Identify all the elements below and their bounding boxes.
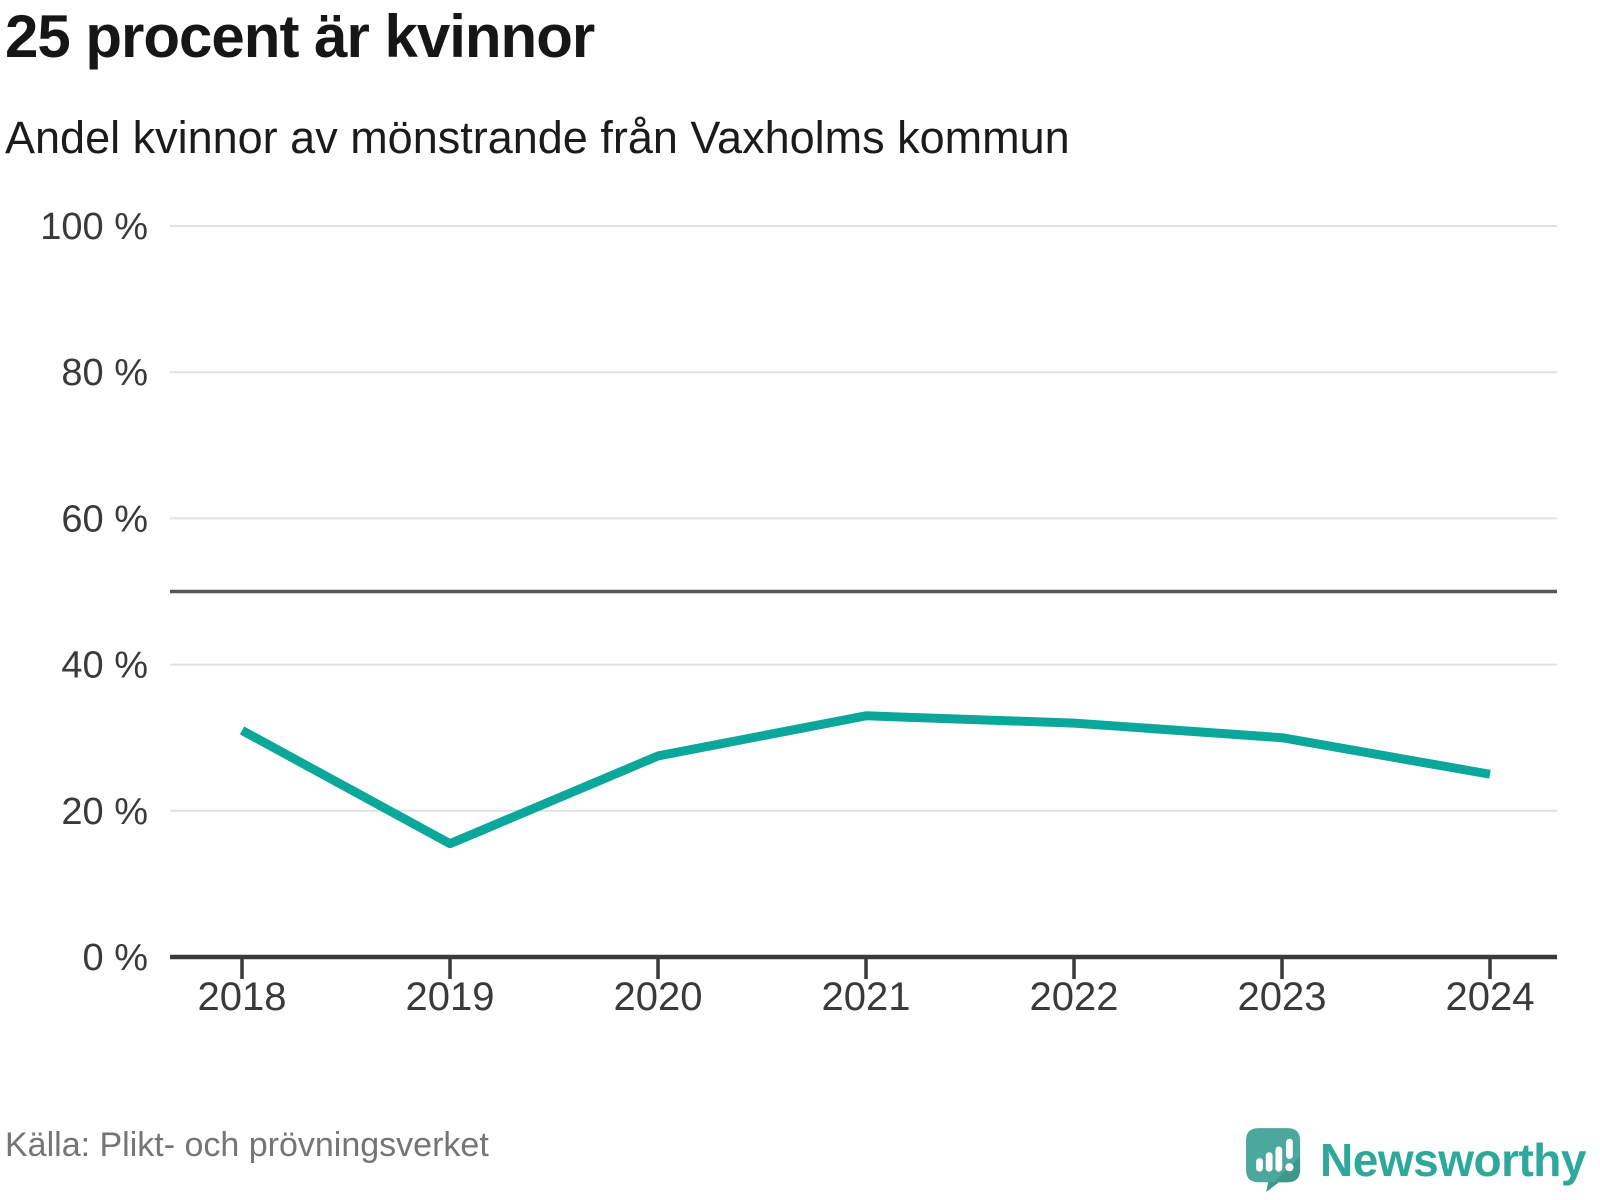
- x-tick-label: 2023: [1238, 975, 1327, 1019]
- chart-subtitle: Andel kvinnor av mönstrande från Vaxholm…: [5, 112, 1070, 163]
- x-tick-label: 2022: [1030, 975, 1119, 1019]
- gridlines: [170, 225, 1557, 812]
- data-line: [239, 711, 1491, 849]
- newsworthy-logo: Newsworthy: [1246, 1128, 1586, 1192]
- chart-title: 25 procent är kvinnor: [5, 3, 595, 70]
- logo-exclamation-stem: [1286, 1138, 1293, 1160]
- logo-exclamation-dot: [1285, 1163, 1294, 1172]
- x-tick-label: 2018: [198, 975, 287, 1019]
- y-tick-label: 40 %: [61, 645, 148, 687]
- data-series: [239, 711, 1491, 849]
- x-tick-label: 2021: [822, 975, 911, 1019]
- x-tick-label: 2024: [1446, 975, 1535, 1019]
- logo-bar-1: [1256, 1158, 1263, 1172]
- y-tick-label: 60 %: [61, 498, 148, 540]
- y-tick-label: 100 %: [40, 206, 148, 248]
- logo-bar-2: [1265, 1152, 1273, 1172]
- brand-name: Newsworthy: [1320, 1134, 1586, 1186]
- x-axis: 2018 2019 2020 2021 2022 2023 2024: [170, 954, 1557, 1019]
- y-tick-label: 80 %: [61, 352, 148, 394]
- y-tick-label: 0 %: [83, 937, 148, 979]
- y-axis-labels: 0 % 20 % 40 % 60 % 80 % 100 %: [40, 206, 148, 979]
- source-note: Källa: Plikt- och prövningsverket: [5, 1126, 489, 1164]
- y-tick-label: 20 %: [61, 791, 148, 833]
- x-tick-label: 2019: [406, 975, 495, 1019]
- x-tick-label: 2020: [614, 975, 703, 1019]
- newsworthy-logo-icon: [1246, 1128, 1301, 1192]
- logo-bar-3: [1275, 1146, 1283, 1172]
